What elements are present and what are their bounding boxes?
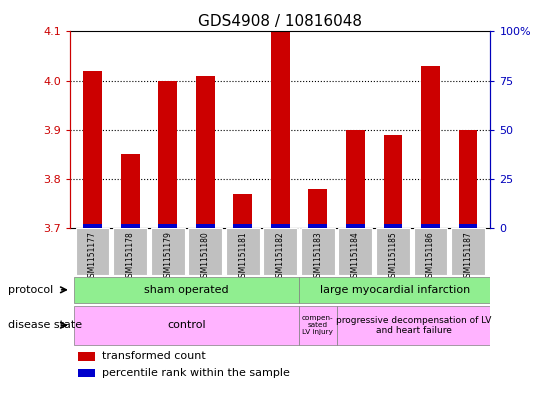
Bar <box>83 224 102 228</box>
Bar <box>158 224 177 228</box>
Bar <box>271 31 289 228</box>
Text: GSM1151180: GSM1151180 <box>201 231 210 282</box>
Text: GSM1151182: GSM1151182 <box>276 231 285 282</box>
Title: GDS4908 / 10816048: GDS4908 / 10816048 <box>198 14 362 29</box>
FancyBboxPatch shape <box>151 228 184 275</box>
Bar <box>346 130 365 228</box>
Bar <box>79 352 95 361</box>
Bar <box>83 71 102 228</box>
FancyBboxPatch shape <box>113 228 147 275</box>
FancyBboxPatch shape <box>338 228 372 275</box>
Bar <box>459 224 478 228</box>
FancyBboxPatch shape <box>75 228 109 275</box>
Text: GSM1151183: GSM1151183 <box>313 231 322 282</box>
Bar <box>233 194 252 228</box>
Bar <box>271 224 289 228</box>
FancyBboxPatch shape <box>74 306 299 345</box>
Bar <box>121 224 140 228</box>
FancyBboxPatch shape <box>336 306 490 345</box>
Text: GSM1151181: GSM1151181 <box>238 231 247 282</box>
FancyBboxPatch shape <box>451 228 485 275</box>
Text: transformed count: transformed count <box>102 351 205 362</box>
Text: GSM1151179: GSM1151179 <box>163 231 172 282</box>
Bar <box>233 224 252 228</box>
FancyBboxPatch shape <box>376 228 410 275</box>
Bar <box>459 130 478 228</box>
Text: protocol: protocol <box>8 285 53 295</box>
Bar <box>308 224 327 228</box>
Bar <box>421 224 440 228</box>
Text: percentile rank within the sample: percentile rank within the sample <box>102 368 289 378</box>
Bar <box>121 154 140 228</box>
Bar <box>384 134 402 228</box>
FancyBboxPatch shape <box>188 228 222 275</box>
Text: large myocardial infarction: large myocardial infarction <box>320 285 470 295</box>
FancyBboxPatch shape <box>299 306 336 345</box>
FancyBboxPatch shape <box>226 228 260 275</box>
Text: GSM1151177: GSM1151177 <box>88 231 97 282</box>
Text: GSM1151185: GSM1151185 <box>389 231 397 282</box>
FancyBboxPatch shape <box>299 277 490 303</box>
Bar <box>79 369 95 377</box>
Text: sham operated: sham operated <box>144 285 229 295</box>
Bar <box>196 75 215 228</box>
Bar <box>196 224 215 228</box>
Bar <box>346 224 365 228</box>
Text: GSM1151178: GSM1151178 <box>126 231 135 282</box>
Bar <box>308 189 327 228</box>
Text: progressive decompensation of LV
and heart failure: progressive decompensation of LV and hea… <box>336 316 491 335</box>
FancyBboxPatch shape <box>264 228 297 275</box>
FancyBboxPatch shape <box>413 228 447 275</box>
FancyBboxPatch shape <box>74 277 299 303</box>
FancyBboxPatch shape <box>301 228 335 275</box>
Bar <box>158 81 177 228</box>
Text: GSM1151187: GSM1151187 <box>464 231 473 282</box>
Bar <box>384 224 402 228</box>
Text: GSM1151186: GSM1151186 <box>426 231 435 282</box>
Text: GSM1151184: GSM1151184 <box>351 231 360 282</box>
Text: disease state: disease state <box>8 320 82 331</box>
Text: control: control <box>167 320 206 330</box>
Text: compen-
sated
LV injury: compen- sated LV injury <box>302 315 334 335</box>
Bar <box>421 66 440 228</box>
